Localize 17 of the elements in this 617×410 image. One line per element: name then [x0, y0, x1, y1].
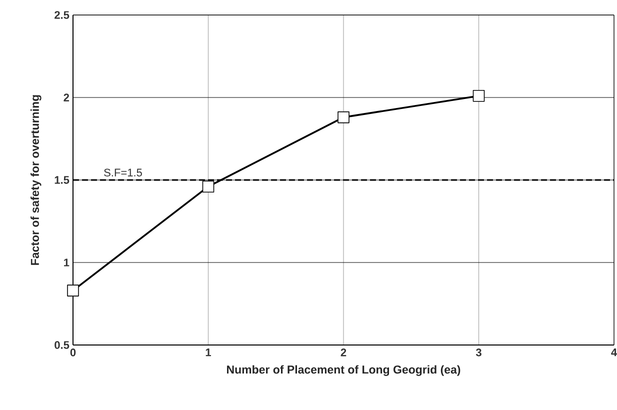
x-tick-label: 2	[340, 348, 346, 356]
point	[202, 180, 214, 192]
y-tick-label: 0.5	[54, 341, 70, 349]
y-axis-title: Factor of safety for overturning	[30, 95, 42, 265]
point	[338, 111, 350, 124]
x-axis-title: Number of Placement of Long Geogrid (ea)	[227, 365, 460, 376]
y-tick-label: 1.5	[54, 176, 70, 184]
x-tick-label: 4	[611, 348, 617, 356]
point	[67, 284, 79, 296]
y-tick-label: 2.5	[54, 11, 70, 19]
ref-line-label: S.F=1.5	[104, 168, 142, 176]
y-tick-label: 1	[64, 258, 70, 266]
x-tick-label: 3	[476, 348, 482, 356]
x-tick-label: 0	[70, 348, 76, 356]
x-tick-label: 1	[206, 348, 211, 356]
point	[472, 90, 485, 102]
y-tick-label: 2	[64, 94, 70, 102]
